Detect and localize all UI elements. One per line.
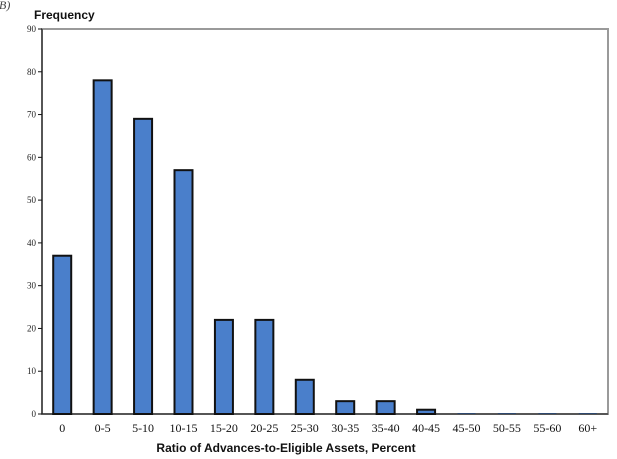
y-tick-label: 60 bbox=[27, 152, 37, 162]
corner-mark: B) bbox=[0, 0, 10, 12]
x-category-label: 10-15 bbox=[170, 421, 198, 435]
bar-10-15 bbox=[173, 169, 194, 415]
bar-0 bbox=[52, 254, 73, 415]
x-category-label: 30-35 bbox=[331, 421, 359, 435]
x-category-label: 35-40 bbox=[372, 421, 400, 435]
bar-5-10 bbox=[133, 117, 154, 415]
x-category-label: 5-10 bbox=[132, 421, 154, 435]
x-category-label: 50-55 bbox=[493, 421, 521, 435]
x-category-label: 55-60 bbox=[533, 421, 561, 435]
x-category-label: 15-20 bbox=[210, 421, 238, 435]
bar-30-35 bbox=[335, 400, 356, 415]
bar-35-40 bbox=[375, 400, 396, 415]
y-tick-label: 0 bbox=[32, 409, 37, 419]
x-category-label: 40-45 bbox=[412, 421, 440, 435]
bar-20-25 bbox=[254, 318, 275, 415]
bar-15-20 bbox=[213, 318, 234, 415]
x-category-label: 60+ bbox=[578, 421, 597, 435]
y-tick-label: 80 bbox=[27, 67, 37, 77]
y-tick-label: 70 bbox=[27, 110, 37, 120]
x-category-label: 45-50 bbox=[453, 421, 481, 435]
bar-25-30 bbox=[294, 378, 315, 415]
x-axis-category-labels: 0 0-5 5-10 10-15 15-20 20-25 25-30 30-35 35-40 40… bbox=[59, 421, 597, 435]
x-category-label: 0 bbox=[59, 421, 65, 435]
bar-0-5 bbox=[92, 79, 113, 415]
y-tick-label: 90 bbox=[27, 24, 37, 34]
x-category-label: 20-25 bbox=[250, 421, 278, 435]
y-tick-label: 20 bbox=[27, 323, 37, 333]
x-category-label: 25-30 bbox=[291, 421, 319, 435]
y-axis-ticks: 0 10 20 30 40 50 60 70 80 90 bbox=[27, 24, 42, 419]
x-axis-title: Ratio of Advances-to-Eligible Assets, Pe… bbox=[156, 441, 415, 455]
y-tick-label: 30 bbox=[27, 281, 37, 291]
plot-frame bbox=[41, 28, 609, 415]
bar-40-45 bbox=[416, 408, 437, 416]
bars bbox=[52, 79, 597, 416]
x-category-label: 0-5 bbox=[95, 421, 111, 435]
y-tick-label: 40 bbox=[27, 238, 37, 248]
y-axis-title: Frequency bbox=[34, 8, 95, 22]
y-tick-label: 10 bbox=[27, 366, 37, 376]
y-tick-label: 50 bbox=[27, 195, 37, 205]
